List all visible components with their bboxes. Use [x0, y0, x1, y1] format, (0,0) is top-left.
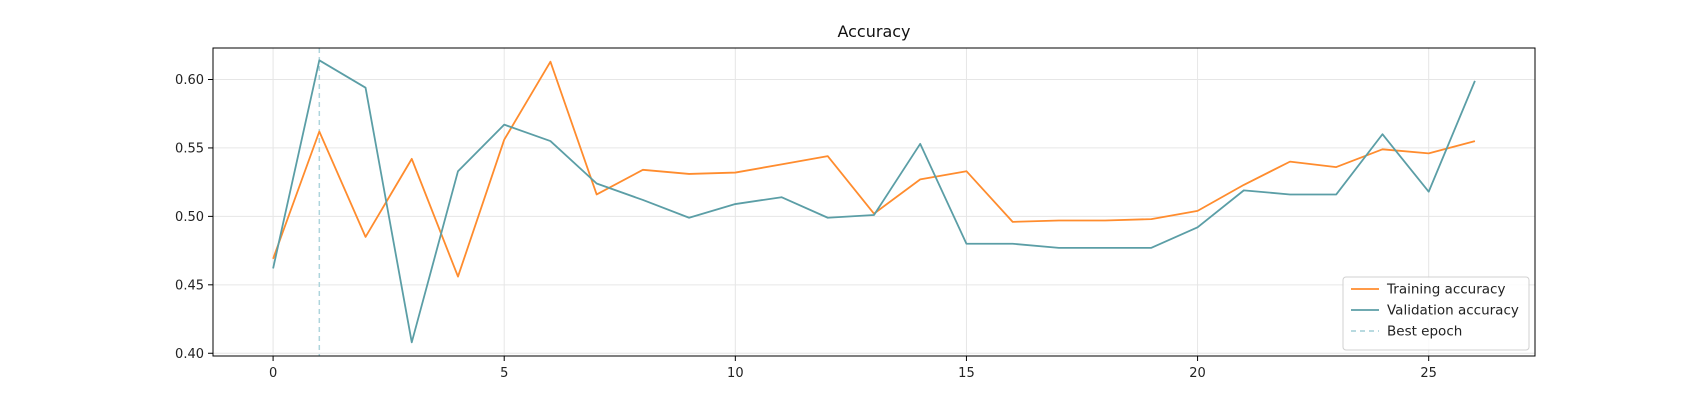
series-lines — [272, 59, 1476, 344]
y-tick-label: 0.60 — [175, 73, 204, 88]
legend-box — [1342, 276, 1530, 351]
x-tick-label: 5 — [500, 366, 508, 381]
legend-label: Best epoch — [1387, 324, 1462, 340]
y-tick-label: 0.50 — [175, 210, 204, 225]
legend-label: Training accuracy — [1386, 282, 1505, 298]
legend-label: Validation accuracy — [1387, 303, 1519, 319]
grid-lines — [213, 48, 1535, 356]
plot-frame — [212, 47, 1536, 357]
x-tick-label: 10 — [727, 366, 744, 381]
series-line-0 — [272, 60, 1476, 278]
legend: Training accuracy Validation accuracy Best… — [1342, 276, 1530, 351]
x-tick-label: 15 — [958, 366, 975, 381]
y-tick-label: 0.40 — [175, 347, 204, 362]
x-tick-label: 20 — [1189, 366, 1206, 381]
y-tick-label: 0.55 — [175, 141, 204, 156]
y-axis: 0.40 0.45 0.50 0.55 0.60 — [175, 73, 213, 362]
x-tick-label: 25 — [1420, 366, 1437, 381]
x-axis: 0 5 10 15 20 25 — [269, 356, 1437, 381]
chart-title: Accuracy — [837, 22, 910, 41]
x-tick-label: 0 — [269, 366, 277, 381]
series-line-1 — [272, 59, 1476, 344]
y-tick-label: 0.45 — [175, 278, 204, 293]
